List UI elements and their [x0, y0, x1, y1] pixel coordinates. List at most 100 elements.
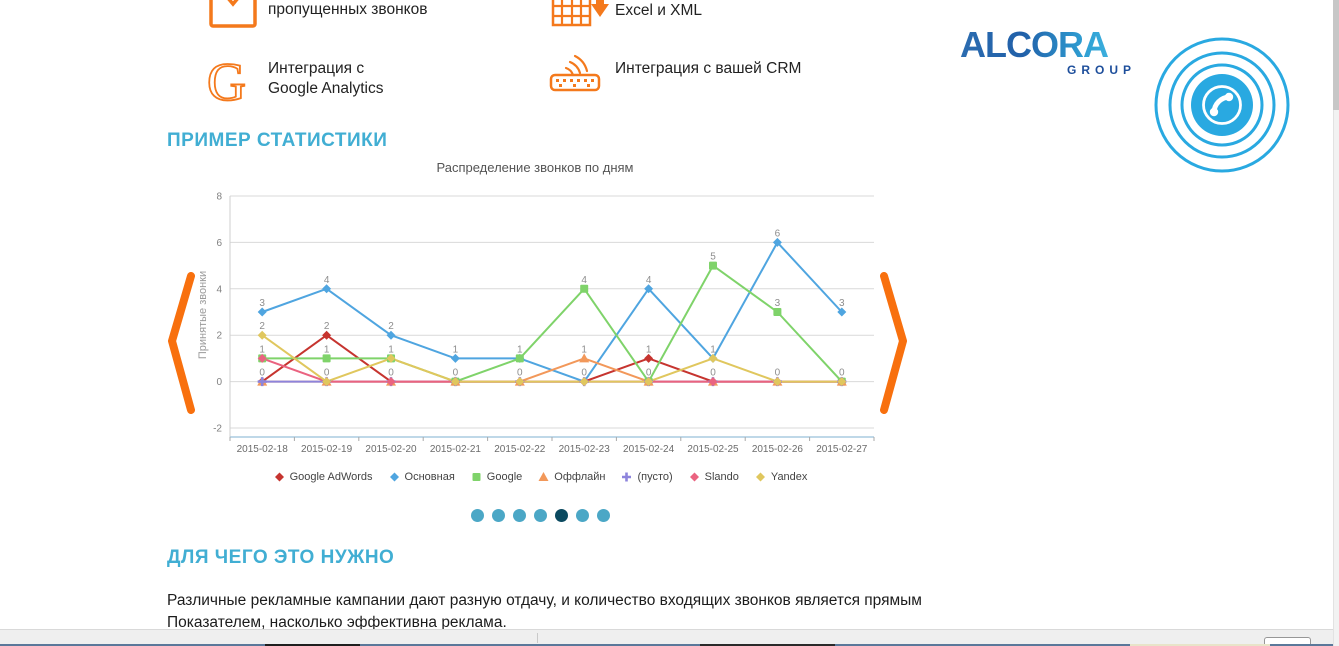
carousel-dot[interactable]: [575, 509, 589, 522]
legend-label: Yandex: [770, 471, 808, 483]
svg-text:3: 3: [839, 298, 845, 309]
excel-export-icon: [551, 0, 609, 27]
stats-section-heading: ПРИМЕР СТАТИСТИКИ: [167, 130, 388, 151]
svg-text:2015-02-23: 2015-02-23: [559, 444, 611, 455]
legend-label: Оффлайн: [554, 471, 606, 483]
strip-divider: [537, 633, 538, 643]
carousel-next-arrow[interactable]: [879, 272, 914, 414]
window-edge-segment: [1130, 644, 1270, 646]
svg-text:8: 8: [216, 192, 222, 203]
carousel-dot[interactable]: [491, 509, 505, 522]
legend-marker-icon: [389, 472, 399, 482]
svg-text:2: 2: [388, 321, 394, 332]
svg-text:2015-02-24: 2015-02-24: [623, 444, 675, 455]
svg-text:0: 0: [646, 368, 652, 379]
envelope-check-icon: [209, 0, 257, 28]
feature-crm-label: Интеграция с вашей CRM: [615, 60, 802, 77]
legend-item[interactable]: Google AdWords: [273, 471, 373, 483]
legend-item[interactable]: Yandex: [754, 471, 808, 483]
chart-svg: Распределение звонков по дням-2024682015…: [197, 160, 875, 455]
scrollbar-thumb[interactable]: [1333, 0, 1339, 110]
carousel-dots: [195, 509, 885, 522]
svg-text:1: 1: [453, 344, 459, 355]
svg-text:4: 4: [646, 275, 652, 286]
svg-text:-2: -2: [213, 424, 222, 435]
feature-crm: Интеграция с вашей CRM: [615, 59, 801, 79]
svg-text:2015-02-27: 2015-02-27: [816, 444, 868, 455]
carousel-dot-active[interactable]: [554, 509, 568, 522]
feature-missed-calls-label: пропущенных звонков: [268, 1, 428, 18]
svg-text:0: 0: [710, 368, 716, 379]
legend-marker-icon: [755, 472, 765, 482]
legend-item[interactable]: Slando: [688, 471, 739, 483]
why-section-heading: ДЛЯ ЧЕГО ЭТО НУЖНО: [167, 547, 395, 568]
svg-text:0: 0: [775, 368, 781, 379]
legend-label: Google: [486, 471, 523, 483]
svg-text:0: 0: [259, 368, 265, 379]
legend-label: (пусто): [637, 471, 673, 483]
carousel-dot[interactable]: [470, 509, 484, 522]
svg-text:2015-02-22: 2015-02-22: [494, 444, 546, 455]
legend-marker-icon: [472, 473, 481, 481]
svg-text:5: 5: [710, 252, 716, 263]
logo-subtitle: GROUP: [1066, 63, 1136, 77]
feature-excel-xml-label: Excel и XML: [615, 2, 703, 19]
background-window-button[interactable]: [1264, 637, 1311, 646]
svg-text:1: 1: [259, 344, 265, 355]
svg-text:2015-02-18: 2015-02-18: [237, 444, 289, 455]
svg-text:0: 0: [216, 377, 222, 388]
legend-marker-icon: [538, 472, 549, 481]
svg-text:0: 0: [581, 368, 587, 379]
svg-text:1: 1: [324, 344, 330, 355]
legend-item[interactable]: (пусто): [620, 471, 673, 483]
carousel-dot[interactable]: [533, 509, 547, 522]
svg-text:4: 4: [581, 275, 587, 286]
background-window-edge: [0, 644, 1339, 646]
svg-text:4: 4: [324, 275, 330, 286]
carousel-dot[interactable]: [512, 509, 526, 522]
window-edge-segment: [700, 644, 835, 646]
svg-text:6: 6: [216, 238, 222, 249]
svg-text:2015-02-26: 2015-02-26: [752, 444, 804, 455]
legend-marker-icon: [622, 472, 632, 482]
legend-label: Основная: [404, 471, 455, 483]
svg-text:2015-02-25: 2015-02-25: [687, 444, 739, 455]
svg-text:0: 0: [839, 368, 845, 379]
legend-label: Google AdWords: [289, 471, 373, 483]
svg-text:2015-02-21: 2015-02-21: [430, 444, 482, 455]
carousel-prev-arrow[interactable]: [165, 272, 200, 414]
svg-text:0: 0: [453, 368, 459, 379]
logo-title: ALCORA: [960, 24, 1138, 66]
feature-missed-calls: пропущенных звонков: [268, 0, 427, 20]
bottom-window-strip: [0, 629, 1339, 646]
scrollbar[interactable]: [1333, 0, 1339, 646]
svg-text:G: G: [207, 54, 246, 110]
legend-item[interactable]: Оффлайн: [537, 471, 605, 483]
svg-text:3: 3: [775, 298, 781, 309]
svg-text:4: 4: [216, 284, 222, 295]
feature-google-analytics: Интеграция с Google Analytics: [268, 59, 383, 99]
svg-text:0: 0: [324, 368, 330, 379]
svg-text:Принятые звонки: Принятые звонки: [197, 271, 209, 359]
svg-text:3: 3: [259, 298, 265, 309]
svg-text:1: 1: [581, 344, 587, 355]
why-section-paragraph: Различные рекламные кампании дают разную…: [167, 592, 922, 631]
feature-ga-label-line2: Google Analytics: [268, 80, 384, 97]
legend-marker-icon: [689, 472, 699, 482]
calls-by-day-chart: Распределение звонков по дням -2 0 2 4 6 8 2015…: [195, 155, 885, 465]
svg-text:2: 2: [216, 331, 222, 342]
svg-text:1: 1: [646, 344, 652, 355]
legend-item[interactable]: Основная: [388, 471, 455, 483]
legend-item[interactable]: Google: [470, 471, 522, 483]
feature-ga-label-line1: Интеграция с: [268, 60, 365, 77]
alcora-logo: ALCORA GROUP: [960, 24, 1138, 77]
google-g-icon: G: [206, 54, 247, 110]
carousel-dot[interactable]: [596, 509, 610, 522]
legend-marker-icon: [274, 472, 284, 482]
svg-text:2015-02-19: 2015-02-19: [301, 444, 353, 455]
svg-text:1: 1: [517, 344, 523, 355]
svg-text:2: 2: [259, 321, 265, 332]
svg-text:2: 2: [324, 321, 330, 332]
chart-legend: Google AdWords Основная Google Оффлайн (пуст…: [195, 471, 885, 483]
svg-text:0: 0: [517, 368, 523, 379]
